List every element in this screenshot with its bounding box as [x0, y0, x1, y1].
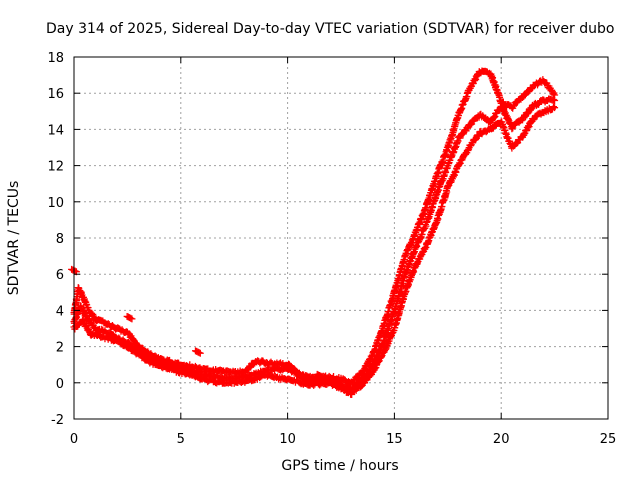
- x-tick-label: 20: [493, 432, 510, 447]
- y-tick-label: 0: [56, 377, 64, 392]
- data-point: [84, 326, 92, 334]
- y-tick-label: 16: [47, 87, 64, 102]
- y-axis-ticks: -2 0 2 4 6 8 10 12 14 16 18: [47, 51, 608, 428]
- y-tick-label: 10: [47, 196, 64, 211]
- y-tick-label: -2: [51, 413, 64, 428]
- y-axis-label: SDTVAR / TECUs: [6, 181, 22, 296]
- data-point: [550, 103, 558, 111]
- data-point: [247, 363, 255, 371]
- x-tick-label: 0: [70, 432, 78, 447]
- y-tick-label: 6: [56, 268, 64, 283]
- y-tick-label: 18: [47, 51, 64, 66]
- chart-title: Day 314 of 2025, Sidereal Day-to-day VTE…: [46, 21, 614, 37]
- data-point: [466, 121, 474, 129]
- outlier-point: [318, 373, 326, 381]
- data-point: [82, 321, 90, 329]
- x-axis-label: GPS time / hours: [281, 458, 398, 474]
- data-point: [85, 327, 93, 335]
- y-tick-label: 8: [56, 232, 64, 247]
- y-tick-label: 12: [47, 160, 64, 175]
- x-tick-label: 5: [177, 432, 185, 447]
- data-point: [510, 102, 518, 110]
- y-tick-label: 2: [56, 341, 64, 356]
- y-tick-label: 14: [47, 123, 64, 138]
- data-point: [474, 132, 482, 140]
- x-tick-label: 15: [386, 432, 403, 447]
- data-point: [551, 104, 559, 112]
- x-tick-label: 25: [600, 432, 617, 447]
- x-axis-ticks: 0 5 10 15 20 25: [70, 57, 616, 447]
- x-tick-label: 10: [279, 432, 296, 447]
- data-point: [459, 130, 467, 138]
- outlier-point: [196, 349, 204, 357]
- outlier-point: [128, 315, 136, 323]
- data-point: [551, 96, 559, 104]
- data-point: [549, 96, 557, 104]
- y-tick-label: 4: [56, 304, 64, 319]
- data-points: [68, 67, 559, 399]
